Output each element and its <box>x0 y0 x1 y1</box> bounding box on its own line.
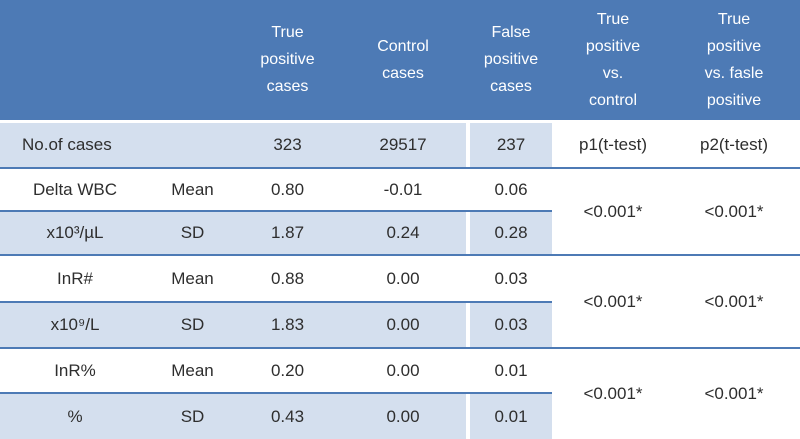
cell-count-control: 29517 <box>340 121 466 169</box>
cell-g2-p2: <0.001* <box>668 255 800 349</box>
header-separator-1 <box>466 0 470 123</box>
column-separator <box>466 393 470 439</box>
cell-sd-label: SD <box>150 211 235 256</box>
cell-g3-sd-tp: 0.43 <box>235 393 340 439</box>
cell-mean-label: Mean <box>150 168 235 212</box>
cell-group3-name: InR% <box>0 348 150 394</box>
cell-g1-mean-tp: 0.80 <box>235 168 340 212</box>
cell-g1-sd-ctrl: 0.24 <box>340 211 466 256</box>
column-separator <box>552 211 558 256</box>
column-separator <box>552 168 558 211</box>
cell-g1-sd-fp: 0.28 <box>470 211 552 256</box>
cell-g3-mean-tp: 0.20 <box>235 348 340 394</box>
group1-mean-row: Delta WBC Mean 0.80 -0.01 0.06 <0.001* <… <box>0 168 800 256</box>
column-separator <box>552 255 558 302</box>
column-separator <box>466 168 470 212</box>
cell-sd-label: SD <box>150 393 235 439</box>
cell-g2-sd-fp: 0.03 <box>470 302 552 349</box>
cell-group1-name: Delta WBC <box>0 168 150 212</box>
col-header-control-cases: Control cases <box>340 0 466 123</box>
cell-g2-mean-ctrl: 0.00 <box>340 255 466 303</box>
col-header-tp-vs-false-positive: True positive vs. fasle positive <box>668 0 800 123</box>
count-row: No.of cases 323 29517 237 p1(t-test) p2(… <box>0 121 800 169</box>
cell-p1-label: p1(t-test) <box>558 121 668 169</box>
group2-sd-row: x10⁹/L SD 1.83 0.00 0.03 <box>0 302 800 349</box>
cell-g2-sd-tp: 1.83 <box>235 302 340 349</box>
cell-group3-unit: % <box>0 393 150 439</box>
column-separator <box>552 121 558 169</box>
column-separator <box>466 121 470 169</box>
group3-mean-row: InR% Mean 0.20 0.00 0.01 <0.001* <0.001* <box>0 348 800 439</box>
cell-g3-p2: <0.001* <box>668 348 800 439</box>
cell-mean-label: Mean <box>150 348 235 394</box>
group2-mean-row: InR# Mean 0.88 0.00 0.03 <0.001* <0.001* <box>0 255 800 349</box>
cell-count-true-positive: 323 <box>235 121 340 169</box>
cell-g3-mean-fp: 0.01 <box>470 348 552 394</box>
cell-g3-sd-fp: 0.01 <box>470 393 552 439</box>
cell-g2-mean-tp: 0.88 <box>235 255 340 303</box>
cell-mean-label: Mean <box>150 255 235 303</box>
group1-sd-row: x10³/µL SD 1.87 0.24 0.28 <box>0 211 800 256</box>
cell-group2-name: InR# <box>0 255 150 303</box>
column-separator <box>466 211 470 256</box>
cell-g1-mean-ctrl: -0.01 <box>340 168 466 212</box>
cell-sd-label: SD <box>150 302 235 349</box>
col-header-true-positive-cases: True positive cases <box>235 0 340 123</box>
cell-g2-sd-ctrl: 0.00 <box>340 302 466 349</box>
cell-g2-mean-fp: 0.03 <box>470 255 552 303</box>
column-separator <box>552 348 558 393</box>
cell-g3-p1: <0.001* <box>558 348 668 439</box>
cell-g1-p1: <0.001* <box>558 168 668 256</box>
column-separator <box>552 393 558 439</box>
column-separator <box>552 302 558 349</box>
cell-g1-sd-tp: 1.87 <box>235 211 340 256</box>
cell-g1-mean-fp: 0.06 <box>470 168 552 212</box>
header-empty-cell <box>0 0 235 123</box>
col-header-false-positive-cases: False positive cases <box>470 0 552 123</box>
cell-g1-p2: <0.001* <box>668 168 800 256</box>
column-separator <box>466 255 470 303</box>
header-separator-2 <box>552 0 558 123</box>
cell-g3-sd-ctrl: 0.00 <box>340 393 466 439</box>
group3-sd-row: % SD 0.43 0.00 0.01 <box>0 393 800 439</box>
cell-p2-label: p2(t-test) <box>668 121 800 169</box>
cell-count-false-positive: 237 <box>470 121 552 169</box>
cell-group1-unit: x10³/µL <box>0 211 150 256</box>
cell-group2-unit: x10⁹/L <box>0 302 150 349</box>
header-row: True positive cases Control cases False … <box>0 0 800 123</box>
column-separator <box>466 348 470 394</box>
column-separator <box>466 302 470 349</box>
cell-no-of-cases-label: No.of cases <box>0 121 235 169</box>
col-header-tp-vs-control: True positive vs. control <box>558 0 668 123</box>
cell-g3-mean-ctrl: 0.00 <box>340 348 466 394</box>
cell-g2-p1: <0.001* <box>558 255 668 349</box>
